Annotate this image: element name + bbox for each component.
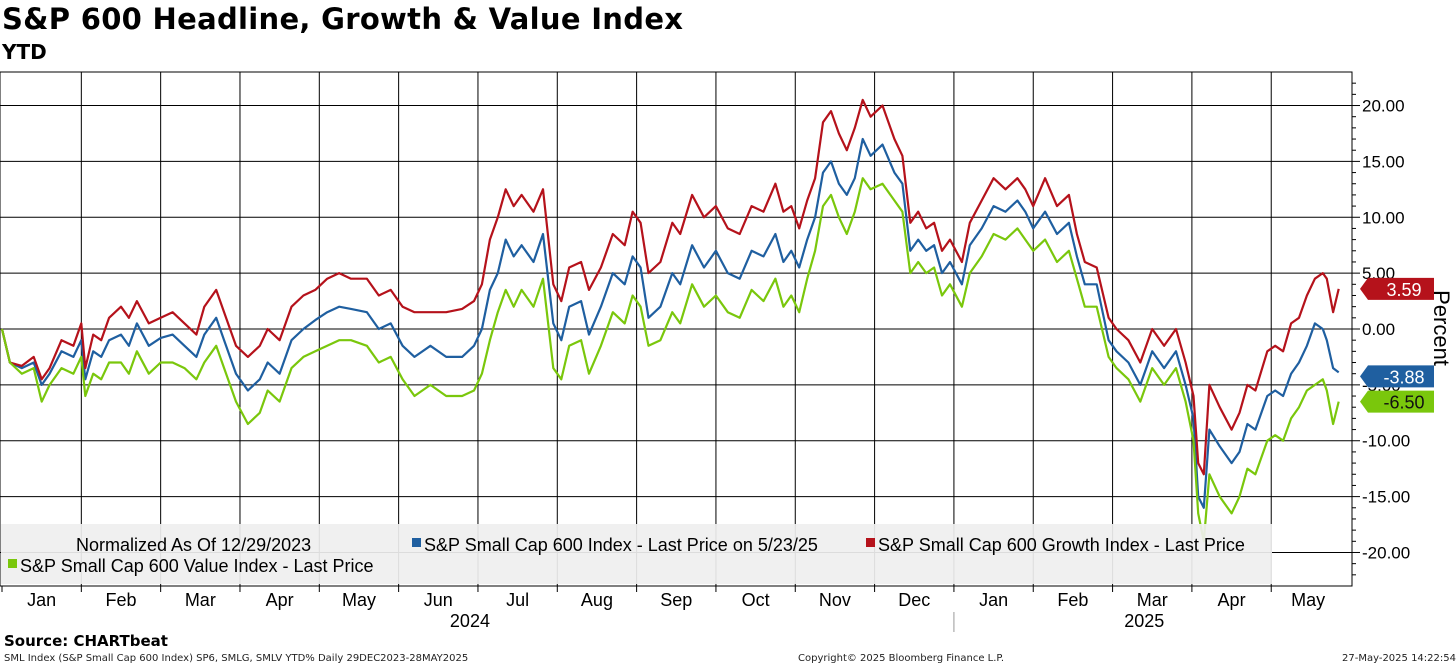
- last-value-tag: [1360, 390, 1434, 413]
- x-month-label: Aug: [581, 590, 613, 610]
- legend-label: S&P Small Cap 600 Value Index - Last Pri…: [20, 556, 374, 576]
- y-tick-label: 15.00: [1362, 152, 1405, 171]
- last-value-label: 3.59: [1386, 280, 1421, 300]
- y-tick-label: -10.00: [1362, 432, 1410, 451]
- x-month-label: Jan: [979, 590, 1008, 610]
- x-year-label: 2025: [1124, 611, 1164, 631]
- copyright: Copyright© 2025 Bloomberg Finance L.P.: [798, 653, 1005, 664]
- x-month-label: Jul: [506, 590, 529, 610]
- x-month-label: Apr: [266, 590, 294, 610]
- x-month-label: Sep: [660, 590, 692, 610]
- line-chart: -20.00-15.00-10.00-5.000.005.0010.0015.0…: [0, 71, 1454, 632]
- series-line-1: [0, 98, 1340, 476]
- y-tick-label: -15.00: [1362, 488, 1410, 507]
- x-year-label: 2024: [450, 611, 490, 631]
- x-month-label: Nov: [819, 590, 851, 610]
- last-value-label: -6.50: [1383, 393, 1424, 413]
- last-value-tag: [1360, 277, 1434, 300]
- timestamp: 27-May-2025 14:22:54: [1342, 653, 1456, 664]
- x-month-label: Mar: [185, 590, 216, 610]
- chart-subtitle: YTD: [2, 40, 47, 64]
- x-month-label: Jan: [27, 590, 56, 610]
- y-tick-label: -20.00: [1362, 543, 1410, 562]
- x-month-label: Mar: [1137, 590, 1168, 610]
- x-month-label: May: [342, 590, 376, 610]
- legend-note: Normalized As Of 12/29/2023: [76, 535, 311, 555]
- x-month-label: Apr: [1218, 590, 1246, 610]
- last-value-tag: [1360, 365, 1434, 388]
- last-value-label: -3.88: [1383, 367, 1424, 387]
- x-month-label: Dec: [898, 590, 930, 610]
- legend-swatch: [866, 538, 875, 547]
- x-month-label: Oct: [742, 590, 770, 610]
- series-line-0: [0, 137, 1340, 509]
- legend-label: S&P Small Cap 600 Index - Last Price on …: [424, 535, 818, 555]
- x-month-label: Feb: [1057, 590, 1088, 610]
- x-month-label: Feb: [105, 590, 136, 610]
- y-tick-label: 20.00: [1362, 97, 1405, 116]
- legend-background: [1, 524, 1272, 584]
- legend-label: S&P Small Cap 600 Growth Index - Last Pr…: [878, 535, 1245, 555]
- legend-swatch: [412, 538, 421, 547]
- series-line-2: [0, 177, 1340, 543]
- x-month-label: Jun: [424, 590, 453, 610]
- legend-swatch: [8, 559, 17, 568]
- chart-title: S&P 600 Headline, Growth & Value Index: [2, 2, 684, 36]
- y-tick-label: 0.00: [1362, 320, 1395, 339]
- series-info: SML Index (S&P Small Cap 600 Index) SP6,…: [4, 653, 469, 664]
- y-tick-label: 10.00: [1362, 208, 1405, 227]
- y-axis-title: Percent: [1429, 290, 1454, 366]
- source-note: Source: CHARTbeat: [4, 632, 168, 650]
- x-month-label: May: [1291, 590, 1325, 610]
- legend: Normalized As Of 12/29/2023 S&P Small Cap…: [1, 524, 1272, 584]
